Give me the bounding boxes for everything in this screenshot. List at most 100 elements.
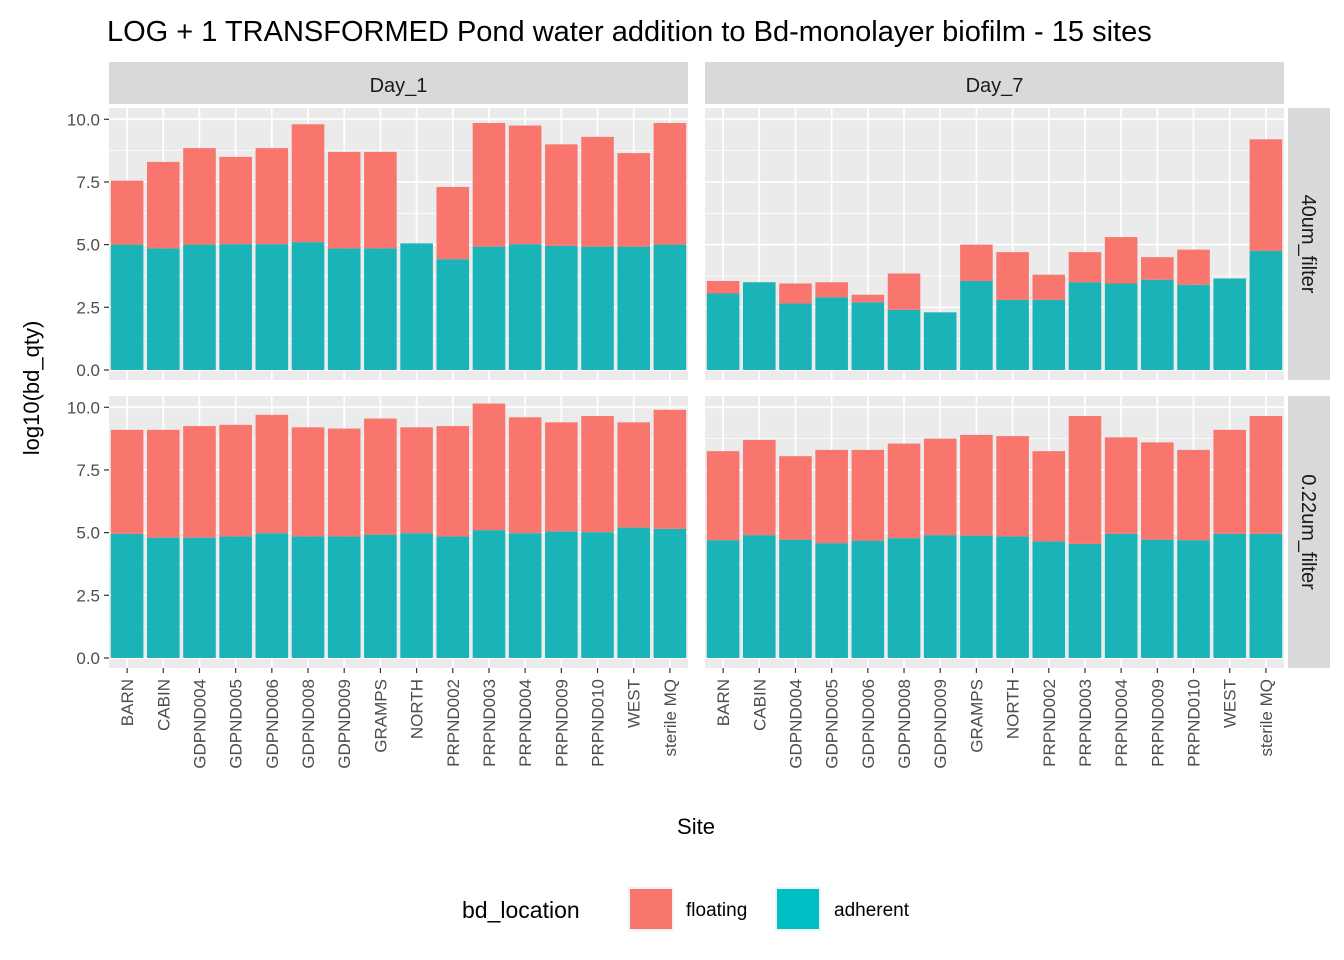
bar-floating-BARN — [110, 429, 144, 534]
bar-floating-PRPND010 — [581, 136, 614, 247]
x-tick-label: sterile MQ — [661, 679, 680, 756]
x-tick-label: PRPND009 — [552, 679, 571, 767]
x-tick-label: GDPND005 — [823, 679, 842, 769]
bar-floating-GDPND005 — [815, 449, 848, 544]
bar-adherent-GDPND006 — [851, 540, 885, 658]
bar-adherent-PRPND003 — [1068, 282, 1102, 370]
y-tick-label: 7.5 — [76, 461, 100, 480]
x-tick-label: GDPND008 — [895, 679, 914, 769]
x-tick-label: PRPND009 — [1148, 679, 1167, 767]
x-tick-label: GDPND005 — [227, 679, 246, 769]
facet-strip-0.22um_filter — [1288, 396, 1330, 668]
bar-floating-PRPND004 — [1104, 437, 1138, 534]
bar-floating-GDPND005 — [219, 424, 252, 537]
bar-floating-GRAMPS — [960, 434, 993, 536]
bar-floating-GRAMPS — [960, 244, 993, 281]
bar-adherent-GDPND008 — [887, 538, 921, 658]
bar-adherent-BARN — [706, 293, 740, 370]
bar-floating-PRPND003 — [472, 403, 506, 531]
bar-floating-GDPND004 — [779, 456, 812, 540]
bar-floating-PRPND010 — [1177, 449, 1210, 541]
bar-floating-CABIN — [146, 161, 180, 249]
bar-adherent-sterile MQ — [653, 528, 687, 658]
bar-floating-WEST — [617, 153, 651, 247]
x-tick-label: BARN — [714, 679, 733, 726]
bar-floating-BARN — [706, 280, 740, 294]
bar-adherent-GDPND009 — [327, 248, 361, 370]
y-tick-label: 5.0 — [76, 524, 100, 543]
bar-adherent-GRAMPS — [960, 280, 993, 370]
bar-adherent-GDPND008 — [291, 242, 325, 370]
bar-floating-WEST — [617, 422, 651, 528]
x-tick-label: sterile MQ — [1257, 679, 1276, 756]
bar-floating-GDPND009 — [327, 151, 361, 249]
bar-adherent-sterile MQ — [653, 244, 687, 370]
bar-floating-PRPND010 — [1177, 249, 1210, 285]
x-tick-label: NORTH — [408, 679, 427, 739]
bar-adherent-WEST — [1213, 278, 1247, 370]
bar-floating-PRPND009 — [545, 422, 578, 532]
bar-adherent-PRPND009 — [1141, 279, 1174, 370]
x-tick-label: PRPND002 — [444, 679, 463, 767]
facet-label-40um_filter: 40um_filter — [1297, 195, 1319, 294]
bar-floating-GDPND008 — [291, 427, 325, 537]
bar-floating-GDPND008 — [291, 124, 325, 243]
facet-panels: Day_1 Day_7 40um_filter 0.22um_filter 0.0 2.5… — [67, 62, 1330, 769]
bar-floating-sterile MQ — [653, 409, 687, 529]
x-tick-label: WEST — [1221, 679, 1240, 728]
bar-floating-PRPND003 — [1068, 252, 1102, 283]
legend-label-floating: floating — [686, 900, 747, 921]
x-tick-label: GDPND006 — [859, 679, 878, 769]
panel-Day_1-0.22um_filter: 0.0 2.5 5.0 7.5 10.0 BARN CABIN GDPND004 GDPND00… — [67, 396, 688, 769]
y-axis-title: log10(bd_qty) — [19, 321, 44, 456]
bar-floating-PRPND004 — [508, 417, 542, 534]
panel-Day_1-40um_filter: 0.0 2.5 5.0 7.5 10.0 — [67, 108, 688, 380]
bar-adherent-GDPND005 — [815, 297, 848, 370]
x-tick-label: BARN — [118, 679, 137, 726]
bar-floating-GDPND006 — [255, 414, 289, 534]
bar-floating-BARN — [706, 451, 740, 541]
bar-adherent-WEST — [617, 246, 651, 370]
bar-adherent-WEST — [617, 527, 651, 658]
bar-adherent-GDPND009 — [923, 312, 957, 370]
bar-floating-CABIN — [742, 439, 776, 536]
bar-floating-PRPND002 — [1032, 274, 1066, 300]
bar-adherent-PRPND010 — [581, 246, 614, 370]
legend: bd_location floating adherent — [462, 887, 910, 931]
x-tick-label: PRPND010 — [1185, 679, 1204, 767]
facet-strip-40um_filter — [1288, 108, 1330, 380]
x-tick-label: WEST — [625, 679, 644, 728]
bar-adherent-PRPND009 — [545, 245, 578, 370]
legend-key-floating — [630, 889, 672, 929]
bar-adherent-CABIN — [742, 535, 776, 658]
bar-adherent-GDPND006 — [255, 244, 289, 370]
bar-floating-GRAMPS — [364, 151, 397, 249]
bar-adherent-GDPND008 — [887, 309, 921, 370]
x-tick-label: GDPND004 — [786, 679, 805, 769]
bar-floating-PRPND003 — [472, 123, 506, 247]
bar-adherent-PRPND003 — [472, 530, 506, 658]
bar-adherent-BARN — [110, 533, 144, 658]
x-tick-label: GDPND009 — [931, 679, 950, 769]
bar-floating-sterile MQ — [653, 123, 687, 245]
bar-floating-GDPND006 — [851, 294, 885, 303]
bar-floating-PRPND002 — [1032, 451, 1066, 542]
bar-adherent-PRPND002 — [1032, 299, 1066, 370]
bar-adherent-BARN — [706, 540, 740, 658]
x-tick-label: PRPND002 — [1040, 679, 1059, 767]
bar-adherent-PRPND003 — [1068, 543, 1102, 658]
x-tick-label: CABIN — [154, 679, 173, 731]
x-axis-title: Site — [677, 814, 715, 839]
bar-floating-sterile MQ — [1249, 139, 1283, 251]
x-tick-label: NORTH — [1004, 679, 1023, 739]
bar-adherent-PRPND009 — [1141, 539, 1174, 658]
bar-adherent-PRPND002 — [436, 259, 470, 370]
bar-adherent-PRPND004 — [1104, 533, 1138, 658]
bar-adherent-PRPND002 — [1032, 541, 1066, 658]
facet-label-0.22um_filter: 0.22um_filter — [1297, 474, 1319, 590]
bar-floating-BARN — [110, 180, 144, 245]
legend-key-adherent — [777, 889, 819, 929]
y-tick-label: 5.0 — [76, 236, 100, 255]
bar-adherent-PRPND004 — [1104, 283, 1138, 370]
bar-floating-PRPND009 — [545, 144, 578, 246]
